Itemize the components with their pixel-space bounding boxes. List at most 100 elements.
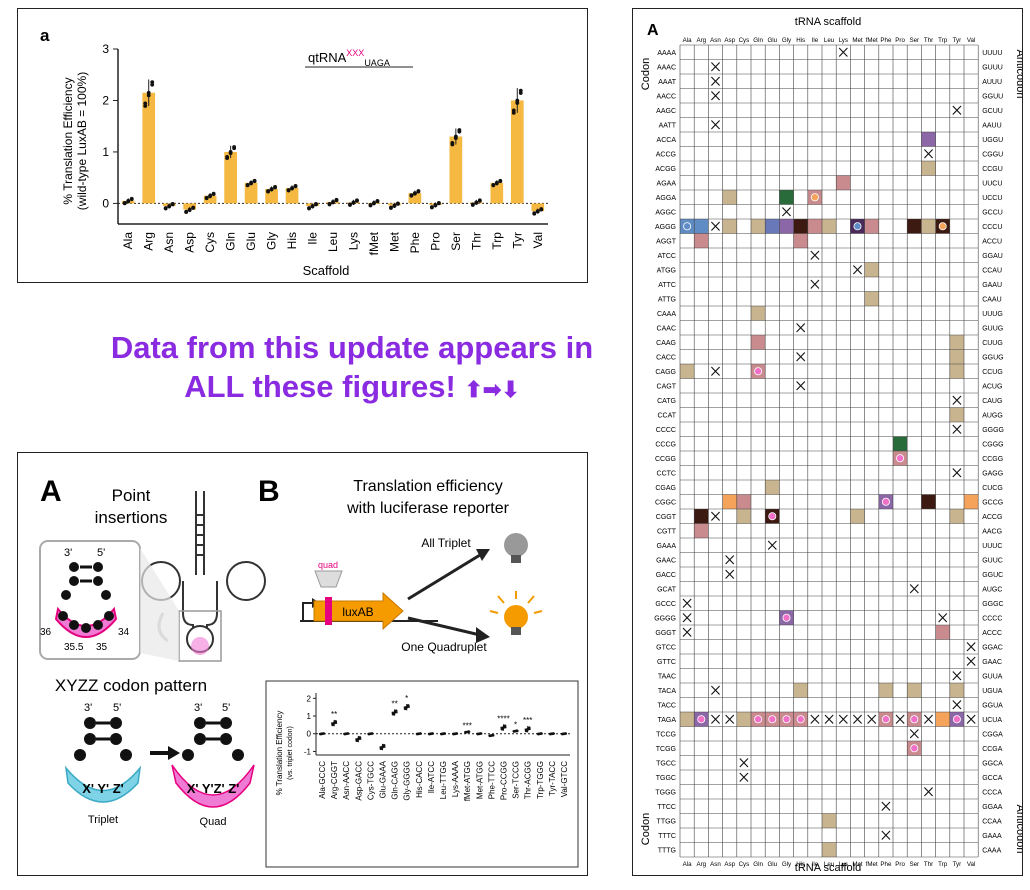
heat-cell (680, 712, 695, 727)
anticodon-label: CAAU (982, 296, 1001, 303)
codon-label: AAAC (657, 64, 676, 71)
data-point (143, 101, 148, 106)
anticodon-label: UGGU (982, 137, 1003, 144)
data-point (293, 184, 298, 188)
data-point (334, 197, 339, 202)
data-point (126, 198, 131, 203)
x-tick-label: His (285, 232, 299, 249)
heat-cell (893, 436, 908, 451)
x-tick-label: Leu (326, 232, 340, 252)
y-tick-label: 2 (102, 93, 109, 107)
anticodon-label: GAAC (982, 659, 1002, 666)
no-data-x-mark (739, 758, 749, 768)
highlight-dot (881, 497, 890, 506)
inner-x-tick-label: Ile-ATCC (427, 761, 436, 794)
codon-label: AGGT (656, 238, 677, 245)
data-point (348, 202, 352, 207)
inner-x-tick-label: Glu-GAAA (379, 760, 388, 798)
all-triplet-label: All Triplet (421, 536, 471, 550)
data-point (518, 88, 523, 93)
heat-cell (779, 219, 794, 234)
pos-36: 36 (40, 627, 52, 638)
heat-cell (765, 219, 780, 234)
bar-arg (142, 92, 156, 204)
x-tick-label: Thr (469, 232, 483, 250)
data-point (515, 98, 520, 103)
inner-point (322, 732, 325, 735)
no-data-x-mark (924, 714, 933, 724)
bar-val (531, 203, 545, 212)
codon-grid-figure: A tRNA scaffold tRNA scaffold Codon Codo… (640, 16, 1022, 874)
grid-col-label-bottom: Trp (938, 861, 948, 868)
highlight-dot (896, 454, 905, 463)
inner-x-tick-label: Tyr-TACC (548, 761, 557, 796)
heat-cell (949, 407, 964, 422)
no-data-x-mark (909, 729, 919, 739)
inner-x-tick-label: Asp-GACC (354, 761, 363, 801)
data-point (273, 185, 277, 189)
bar-phe (408, 193, 422, 204)
highlight-dot (910, 744, 919, 753)
x-tick-label: Trp (490, 232, 504, 250)
inner-x-tick-label: Thr-ACGG (524, 761, 533, 799)
inner-point (467, 730, 471, 734)
heat-cell (793, 683, 808, 698)
anticodon-label: CUCG (982, 485, 1003, 492)
no-data-x-mark (824, 714, 834, 724)
grid-col-label-top: Asp (724, 37, 735, 44)
data-point (191, 205, 196, 210)
pos-3prime: 3' (64, 547, 72, 559)
grid-col-label-bottom: Glu (767, 861, 777, 868)
anticodon-label: GGUC (982, 572, 1003, 579)
anticodon-label: AUGC (982, 586, 1002, 593)
no-data-x-mark (810, 250, 820, 260)
highlight-dot (782, 715, 791, 724)
anticodon-label: CGGA (982, 731, 1003, 738)
quad-tag: quad (318, 560, 338, 570)
codon-label: CAAC (657, 325, 676, 332)
bar-glu (244, 182, 258, 204)
inner-x-tick-label: Ser-TCCG (512, 761, 521, 799)
data-point (532, 211, 537, 216)
grid-col-label-top: Leu (824, 37, 835, 44)
heat-cell (793, 233, 808, 248)
data-point (389, 205, 393, 210)
data-point (457, 128, 462, 132)
bar-ser (449, 136, 463, 204)
codon-label: AAAA (657, 50, 676, 57)
inner-point (491, 733, 495, 737)
anticodon-label: GCCA (982, 775, 1003, 782)
highlight-dot (683, 222, 692, 231)
heat-cell (921, 494, 936, 509)
no-data-x-mark (966, 714, 976, 724)
highlight-dot (697, 715, 706, 724)
bar-tyr (510, 100, 524, 204)
no-data-x-mark (952, 105, 962, 115)
x-tick-label: Arg (142, 232, 156, 251)
x-tick-label: Tyr (510, 232, 524, 249)
data-point (204, 195, 209, 200)
codon-label: AAAT (658, 79, 676, 86)
inner-point (370, 732, 374, 735)
anticodon-label: GGAC (982, 644, 1003, 651)
data-point (491, 182, 496, 187)
no-data-x-mark (952, 395, 962, 405)
data-point (413, 191, 417, 196)
codon-label: CCTC (657, 470, 676, 477)
data-point (211, 191, 216, 196)
anticodon-label: AUUU (982, 79, 1002, 86)
no-data-x-mark (867, 714, 877, 724)
anticodon-label: GGGC (982, 601, 1003, 608)
codon-side-label-bottom: Codon (640, 813, 652, 845)
panel-schematic: A B Point insertions 3' 5' (17, 452, 588, 876)
highlight-dot (938, 222, 947, 231)
inner-point (564, 732, 567, 735)
inner-point (358, 736, 362, 739)
anticodon-label: CCCC (982, 615, 1002, 622)
heat-cell (864, 291, 879, 306)
highlight-dot (768, 512, 777, 521)
anticodon-label: GGAA (982, 804, 1003, 811)
panel-letter-b: B (258, 475, 280, 508)
x-tick-label: Asn (162, 232, 176, 253)
anticodon-label: ACCG (982, 514, 1002, 521)
